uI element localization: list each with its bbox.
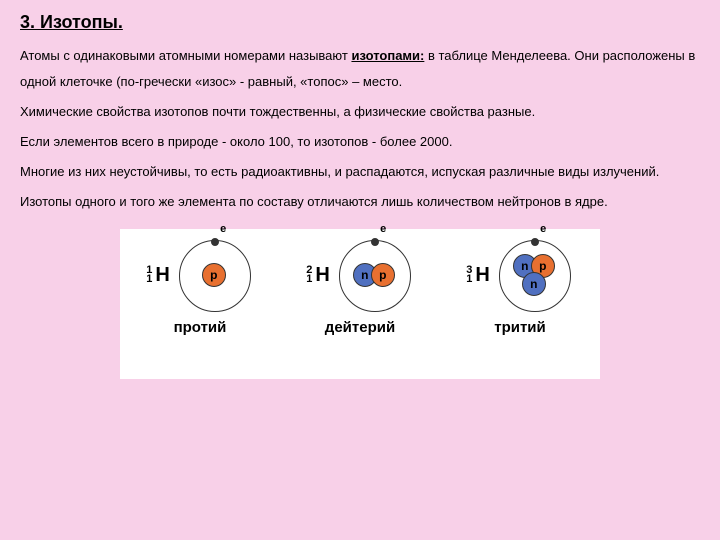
electron-label: e: [380, 223, 386, 235]
electron: [371, 238, 379, 246]
atom-model: enp: [334, 235, 414, 315]
nucleus: npn: [512, 257, 556, 293]
electron: [531, 238, 539, 246]
nuclide-notation: 31: [466, 266, 472, 285]
electron-label: e: [540, 223, 546, 235]
isotope-diagram: 11Hepпротий21Henpдейтерий31Henpnтритий: [120, 229, 600, 379]
nucleus: np: [356, 266, 392, 284]
paragraph-4: Многие из них неустойчивы, то есть радио…: [20, 159, 700, 185]
isotope-тритий: 31Henpn тритий: [466, 235, 574, 336]
proton: p: [202, 263, 226, 287]
isotope-label: дейтерий: [325, 319, 395, 336]
section-heading: 3. Изотопы.: [20, 12, 700, 33]
nucleus: p: [205, 266, 223, 284]
isotope-label: тритий: [494, 319, 546, 336]
nuclide-notation: 21: [306, 266, 312, 285]
atom-model: enpn: [494, 235, 574, 315]
electron-label: e: [220, 223, 226, 235]
paragraph-5: Изотопы одного и того же элемента по сос…: [20, 189, 700, 215]
element-symbol: H: [315, 264, 329, 287]
paragraph-2: Химические свойства изотопов почти тожде…: [20, 99, 700, 125]
isotope-протий: 11Hep протий: [146, 235, 254, 336]
atom-model: ep: [174, 235, 254, 315]
element-symbol: H: [475, 264, 489, 287]
element-symbol: H: [155, 264, 169, 287]
proton: p: [371, 263, 395, 287]
electron: [211, 238, 219, 246]
isotope-дейтерий: 21Henp дейтерий: [306, 235, 414, 336]
paragraph-1: Атомы с одинаковыми атомными номерами на…: [20, 43, 700, 95]
paragraph-3: Если элементов всего в природе - около 1…: [20, 129, 700, 155]
neutron: n: [522, 272, 546, 296]
p1-keyword: изотопами:: [351, 48, 424, 63]
nuclide-notation: 11: [146, 266, 152, 285]
isotope-label: протий: [174, 319, 227, 336]
p1-part-a: Атомы с одинаковыми атомными номерами на…: [20, 48, 351, 63]
